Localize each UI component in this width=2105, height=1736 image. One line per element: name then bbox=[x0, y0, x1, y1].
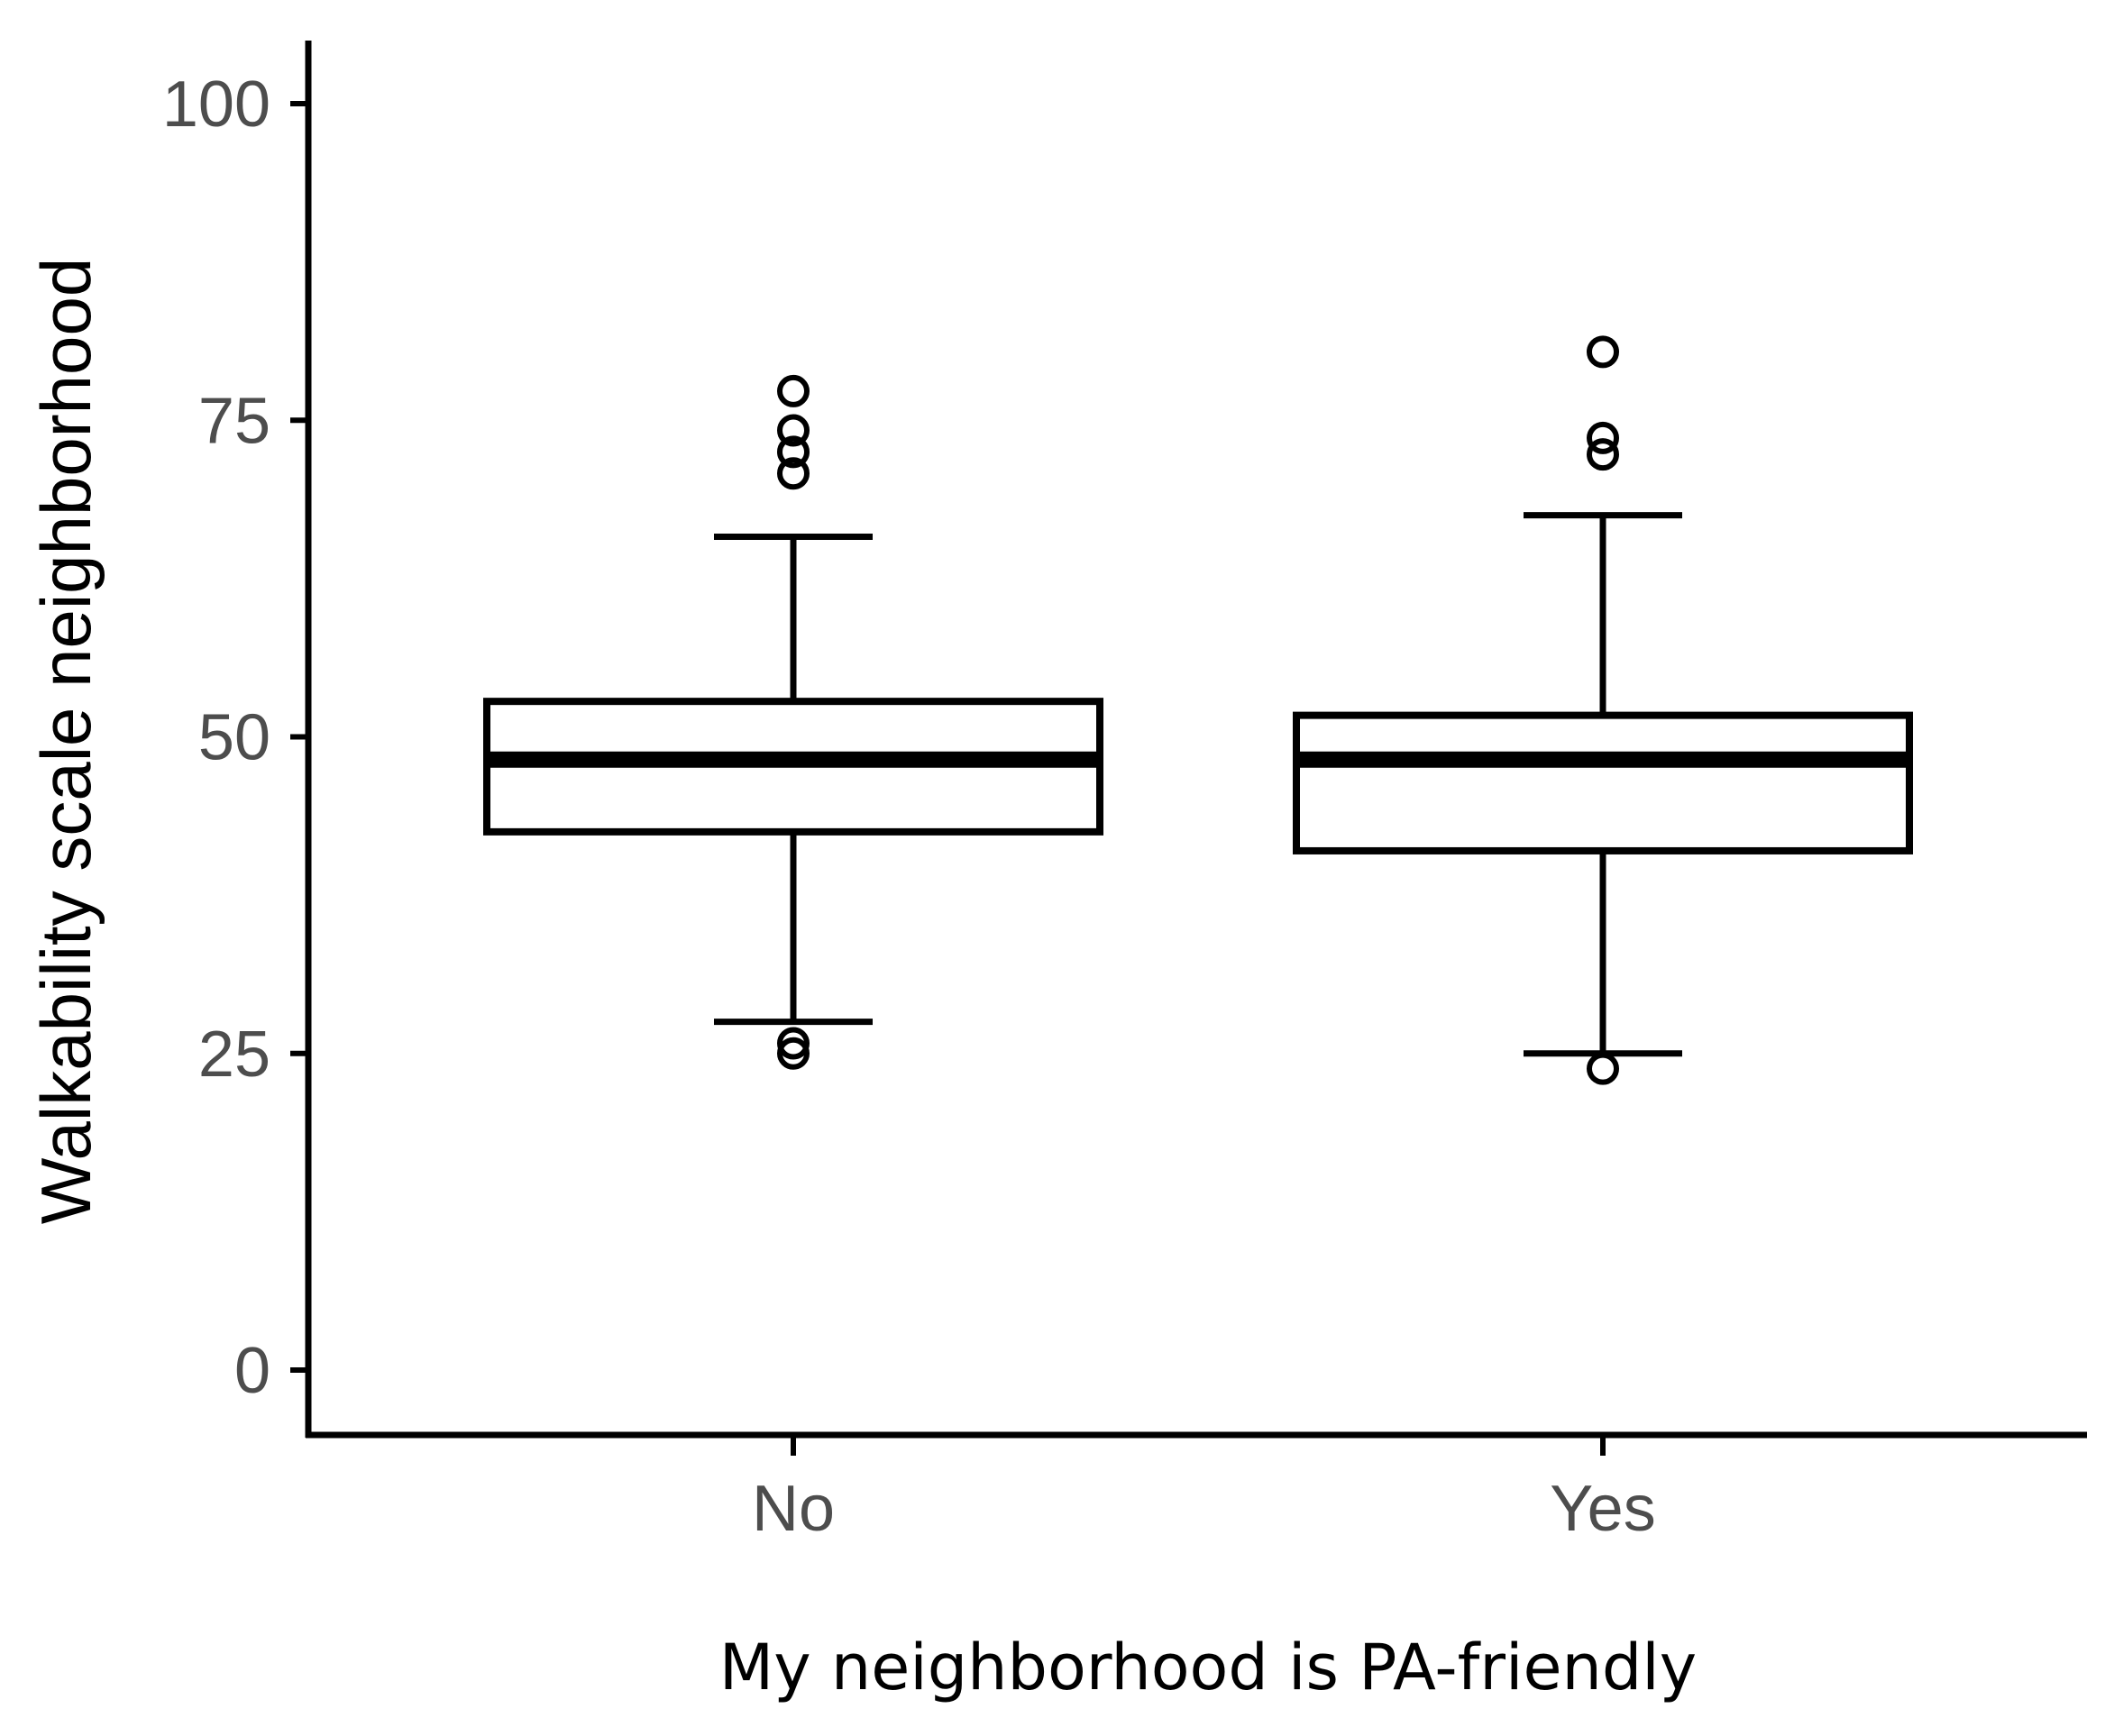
outlier-point bbox=[777, 414, 810, 447]
outlier-point bbox=[777, 435, 810, 469]
x-axis-title: My neighborhood is PA-friendly bbox=[719, 1631, 1697, 1704]
y-tick-label: 50 bbox=[198, 702, 270, 774]
y-axis-title: Walkability scale neighborhood bbox=[26, 258, 105, 1224]
outlier-point bbox=[777, 457, 810, 490]
outlier-point bbox=[1587, 438, 1619, 471]
outlier-point bbox=[1587, 1052, 1619, 1085]
x-tick-label: No bbox=[752, 1473, 835, 1545]
x-tick-label: Yes bbox=[1550, 1473, 1655, 1545]
y-tick-label: 0 bbox=[234, 1335, 270, 1407]
y-tick-label: 75 bbox=[198, 385, 270, 457]
x-ticks: No Yes bbox=[752, 1438, 1656, 1545]
outlier-point bbox=[777, 1037, 810, 1070]
y-tick-label: 25 bbox=[198, 1019, 270, 1091]
y-tick-label: 100 bbox=[162, 69, 270, 141]
y-ticks: 0 25 50 75 100 bbox=[162, 69, 308, 1407]
outlier-point bbox=[777, 1027, 810, 1060]
outlier-point bbox=[777, 374, 810, 407]
plot-marks bbox=[483, 335, 1913, 1085]
box-yes bbox=[1293, 335, 1913, 1085]
outlier-point bbox=[1587, 421, 1619, 454]
box-no bbox=[483, 374, 1103, 1070]
iqr-box bbox=[1293, 711, 1913, 854]
outlier-point bbox=[1587, 335, 1619, 369]
